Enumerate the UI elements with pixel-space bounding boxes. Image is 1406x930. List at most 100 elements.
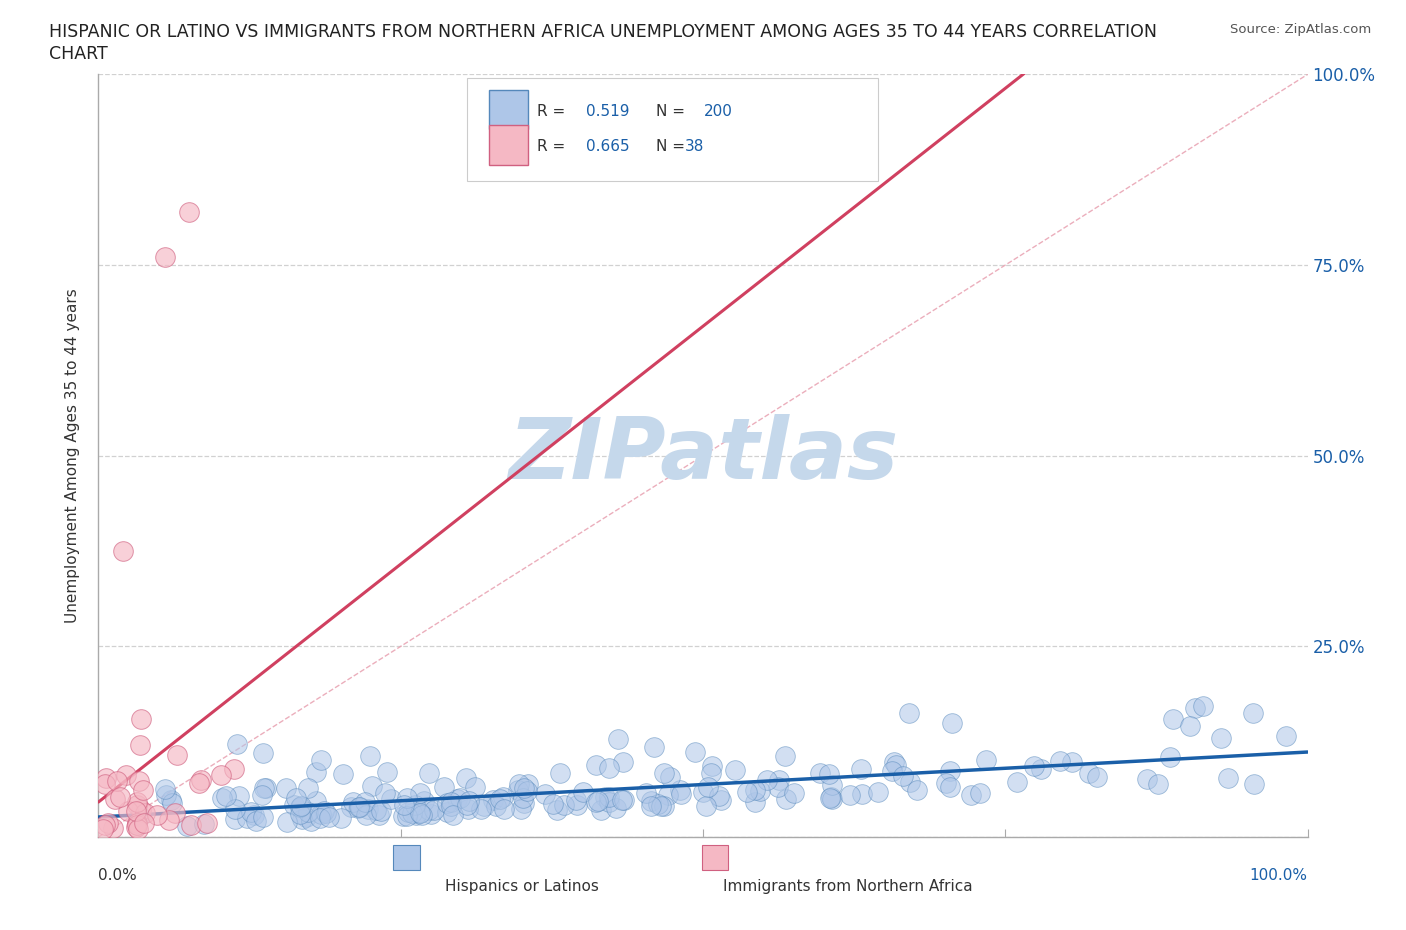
Point (766, 779, 789, 794)
Point (394, 797, 416, 812)
Point (420, 806, 443, 821)
Text: 0.665: 0.665 (586, 140, 630, 154)
Point (458, 793, 481, 808)
Point (357, 802, 380, 817)
Point (370, 804, 392, 818)
Point (565, 792, 588, 807)
Point (941, 716, 963, 731)
Text: N =: N = (655, 103, 690, 118)
Point (506, 782, 529, 797)
Point (157, 813, 180, 828)
Point (612, 754, 634, 769)
Point (585, 794, 607, 809)
Point (939, 764, 962, 778)
Point (395, 790, 418, 805)
Point (513, 795, 536, 810)
Point (783, 786, 806, 801)
FancyBboxPatch shape (394, 845, 420, 870)
Point (546, 803, 568, 817)
Text: 100.0%: 100.0% (1250, 868, 1308, 883)
Point (768, 772, 790, 787)
Point (1184, 701, 1206, 716)
Point (224, 812, 246, 827)
Point (354, 807, 377, 822)
Point (457, 802, 479, 817)
Point (640, 799, 662, 814)
Point (94, 777, 117, 791)
Point (492, 790, 515, 804)
Point (553, 797, 575, 812)
Point (305, 764, 328, 779)
Point (1078, 765, 1101, 780)
Point (404, 797, 426, 812)
Point (939, 779, 962, 794)
Point (756, 773, 779, 788)
Text: 200: 200 (704, 103, 733, 118)
Point (1241, 706, 1264, 721)
Point (820, 791, 842, 806)
Point (1192, 699, 1215, 714)
Point (517, 777, 540, 791)
Point (512, 790, 534, 805)
Point (669, 782, 692, 797)
Point (702, 759, 724, 774)
Point (105, 773, 128, 788)
Point (103, 820, 125, 835)
Point (412, 793, 434, 808)
Point (669, 787, 692, 802)
Point (163, 805, 186, 820)
Point (1029, 762, 1052, 777)
Point (295, 809, 318, 824)
Point (254, 781, 277, 796)
Point (127, 794, 149, 809)
Point (127, 817, 149, 832)
Point (110, 790, 132, 804)
Text: R =: R = (537, 140, 571, 154)
Point (377, 765, 399, 780)
Point (115, 767, 138, 782)
Point (652, 765, 675, 780)
Point (297, 805, 319, 820)
Point (1211, 731, 1233, 746)
Point (1159, 750, 1181, 764)
Point (411, 807, 433, 822)
Point (239, 804, 262, 819)
Point (225, 737, 247, 751)
Point (94, 770, 117, 785)
Point (710, 792, 733, 807)
Point (423, 803, 446, 817)
Point (128, 808, 150, 823)
Point (117, 804, 139, 818)
Point (440, 795, 463, 810)
Point (339, 800, 361, 815)
Point (692, 784, 714, 799)
Point (454, 770, 477, 785)
Point (104, 791, 127, 806)
Point (724, 763, 747, 777)
Point (97, 816, 120, 830)
Point (534, 787, 557, 802)
Point (1062, 754, 1084, 769)
FancyBboxPatch shape (489, 126, 527, 166)
Point (1049, 753, 1071, 768)
Point (866, 784, 889, 799)
Point (1136, 772, 1159, 787)
Point (808, 765, 831, 780)
Text: Source: ZipAtlas.com: Source: ZipAtlas.com (1230, 23, 1371, 36)
Point (250, 788, 273, 803)
Point (195, 816, 218, 830)
Point (898, 775, 921, 790)
Point (215, 789, 238, 804)
Point (974, 752, 997, 767)
Point (598, 794, 620, 809)
Point (647, 797, 669, 812)
Point (401, 805, 423, 820)
Point (408, 786, 430, 801)
Point (548, 766, 571, 781)
Point (482, 792, 505, 807)
Point (508, 777, 530, 791)
Point (446, 791, 468, 806)
Point (610, 792, 633, 807)
Point (658, 770, 681, 785)
Point (700, 765, 723, 780)
